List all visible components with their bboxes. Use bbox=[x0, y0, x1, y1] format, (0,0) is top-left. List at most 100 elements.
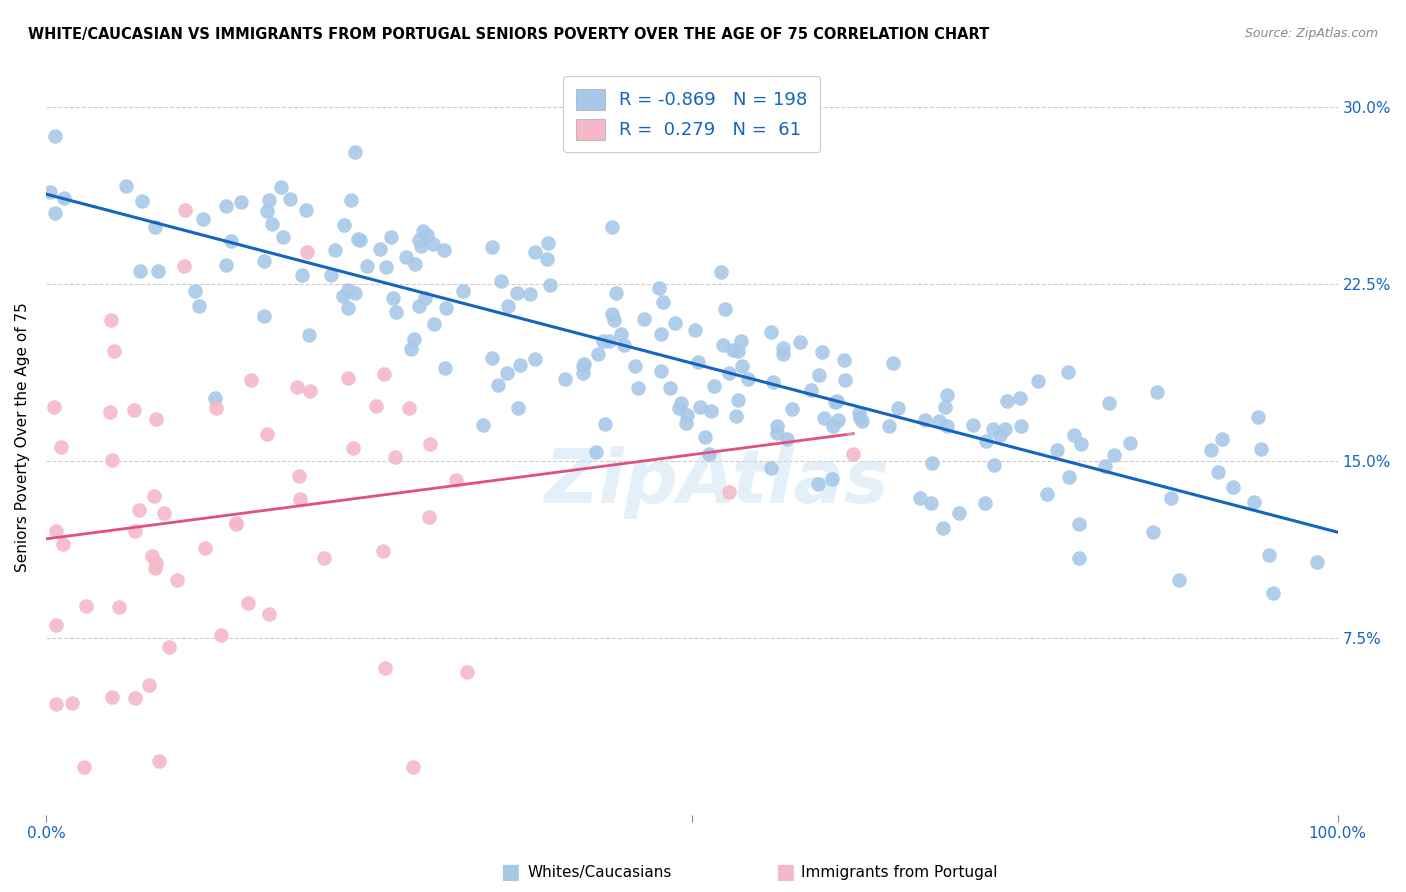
Point bbox=[1250, 442, 1272, 456]
Point bbox=[416, 228, 439, 243]
Point bbox=[409, 239, 432, 253]
Point bbox=[1036, 486, 1059, 500]
Point bbox=[496, 367, 519, 381]
Point bbox=[101, 453, 124, 467]
Point bbox=[278, 192, 301, 206]
Point bbox=[877, 419, 900, 434]
Point bbox=[337, 284, 360, 298]
Point bbox=[650, 364, 672, 378]
Point bbox=[648, 281, 671, 295]
Point bbox=[433, 244, 456, 258]
Point bbox=[45, 524, 67, 538]
Point bbox=[124, 524, 146, 538]
Point bbox=[291, 268, 314, 282]
Point bbox=[714, 301, 737, 316]
Point bbox=[434, 360, 457, 375]
Point bbox=[849, 411, 872, 425]
Point bbox=[399, 342, 422, 356]
Point bbox=[1258, 549, 1281, 563]
Point bbox=[219, 234, 242, 248]
Point bbox=[364, 399, 387, 413]
Point bbox=[270, 180, 292, 194]
Point bbox=[371, 544, 394, 558]
Point bbox=[451, 284, 474, 298]
Point bbox=[592, 334, 614, 349]
Point bbox=[194, 541, 217, 555]
Point bbox=[288, 469, 311, 483]
Point bbox=[148, 754, 170, 768]
Point bbox=[398, 401, 420, 416]
Point bbox=[974, 434, 997, 448]
Point bbox=[60, 696, 83, 710]
Point bbox=[75, 599, 97, 614]
Point bbox=[368, 242, 391, 256]
Point bbox=[600, 307, 623, 321]
Point bbox=[509, 358, 531, 372]
Point bbox=[605, 285, 627, 300]
Point bbox=[375, 260, 398, 275]
Point bbox=[1119, 436, 1142, 450]
Point bbox=[184, 284, 207, 298]
Point bbox=[1263, 586, 1285, 600]
Point bbox=[688, 355, 710, 369]
Point bbox=[298, 327, 321, 342]
Point bbox=[508, 401, 530, 415]
Point bbox=[107, 599, 129, 614]
Point bbox=[422, 237, 444, 252]
Point bbox=[1010, 391, 1032, 405]
Point bbox=[574, 357, 596, 371]
Point bbox=[256, 427, 278, 442]
Point bbox=[697, 447, 720, 461]
Point bbox=[1146, 385, 1168, 400]
Point bbox=[253, 254, 276, 268]
Point bbox=[524, 352, 547, 367]
Point bbox=[259, 607, 281, 621]
Point bbox=[214, 199, 236, 213]
Point bbox=[384, 305, 406, 319]
Point bbox=[920, 496, 942, 510]
Point bbox=[423, 317, 446, 331]
Point bbox=[408, 299, 430, 313]
Point bbox=[585, 444, 607, 458]
Point bbox=[312, 550, 335, 565]
Point bbox=[1247, 410, 1270, 425]
Point bbox=[152, 506, 174, 520]
Point bbox=[1168, 574, 1191, 588]
Point bbox=[610, 326, 633, 341]
Point bbox=[1067, 516, 1090, 531]
Point bbox=[143, 560, 166, 574]
Point bbox=[519, 287, 541, 301]
Point bbox=[115, 178, 138, 193]
Point bbox=[824, 395, 846, 409]
Point bbox=[138, 678, 160, 692]
Text: Whites/Caucasians: Whites/Caucasians bbox=[527, 865, 672, 880]
Point bbox=[418, 510, 440, 524]
Point bbox=[100, 313, 122, 327]
Point bbox=[486, 377, 509, 392]
Point bbox=[600, 219, 623, 234]
Point bbox=[948, 506, 970, 520]
Point bbox=[780, 402, 803, 417]
Point bbox=[343, 285, 366, 300]
Point bbox=[336, 371, 359, 385]
Point bbox=[652, 295, 675, 310]
Point bbox=[811, 344, 834, 359]
Text: Immigrants from Portugal: Immigrants from Portugal bbox=[801, 865, 998, 880]
Point bbox=[934, 400, 956, 414]
Point bbox=[128, 503, 150, 517]
Point bbox=[333, 218, 356, 232]
Point bbox=[143, 220, 166, 235]
Point bbox=[827, 394, 849, 409]
Point bbox=[298, 384, 321, 399]
Point bbox=[554, 372, 576, 386]
Point bbox=[145, 412, 167, 426]
Point bbox=[395, 250, 418, 264]
Point bbox=[832, 353, 855, 368]
Point bbox=[131, 194, 153, 208]
Point bbox=[772, 342, 794, 356]
Point bbox=[700, 403, 723, 417]
Point bbox=[481, 351, 503, 366]
Point bbox=[382, 291, 405, 305]
Point bbox=[683, 323, 706, 337]
Point bbox=[962, 418, 984, 433]
